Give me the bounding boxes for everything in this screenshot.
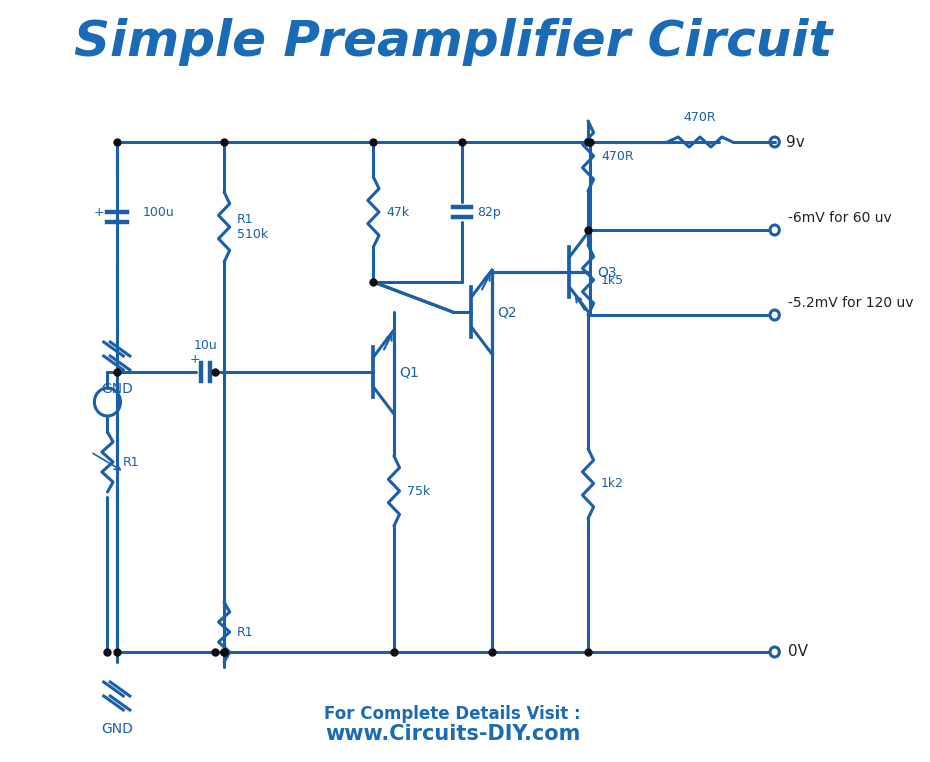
Text: -5.2mV for 120 uv: -5.2mV for 120 uv	[788, 296, 913, 310]
Text: 100u: 100u	[143, 206, 175, 219]
Text: 10u: 10u	[193, 339, 218, 352]
Text: For Complete Details Visit :: For Complete Details Visit :	[325, 705, 581, 723]
Text: 470R: 470R	[684, 111, 716, 124]
Text: +: +	[190, 353, 201, 366]
Text: -6mV for 60 uv: -6mV for 60 uv	[788, 211, 892, 225]
Text: Q1: Q1	[400, 365, 419, 379]
Text: 470R: 470R	[601, 149, 633, 162]
Text: 82p: 82p	[477, 206, 500, 219]
Text: Simple Preamplifier Circuit: Simple Preamplifier Circuit	[73, 18, 832, 66]
Text: Q2: Q2	[498, 305, 517, 319]
Text: 47k: 47k	[387, 206, 409, 219]
Text: Q3: Q3	[597, 265, 617, 279]
Text: 1k5: 1k5	[601, 274, 624, 287]
Text: 0V: 0V	[788, 645, 808, 659]
Text: GND: GND	[100, 382, 133, 396]
Text: 75k: 75k	[407, 485, 431, 498]
Text: 9v: 9v	[786, 135, 804, 149]
Text: www.Circuits-DIY.com: www.Circuits-DIY.com	[326, 724, 580, 744]
Text: R1: R1	[123, 456, 139, 469]
Text: +: +	[94, 206, 104, 219]
Text: R1: R1	[237, 626, 254, 639]
Text: R1
510k: R1 510k	[237, 213, 268, 241]
Text: 1k2: 1k2	[601, 477, 624, 490]
Text: GND: GND	[100, 722, 133, 736]
